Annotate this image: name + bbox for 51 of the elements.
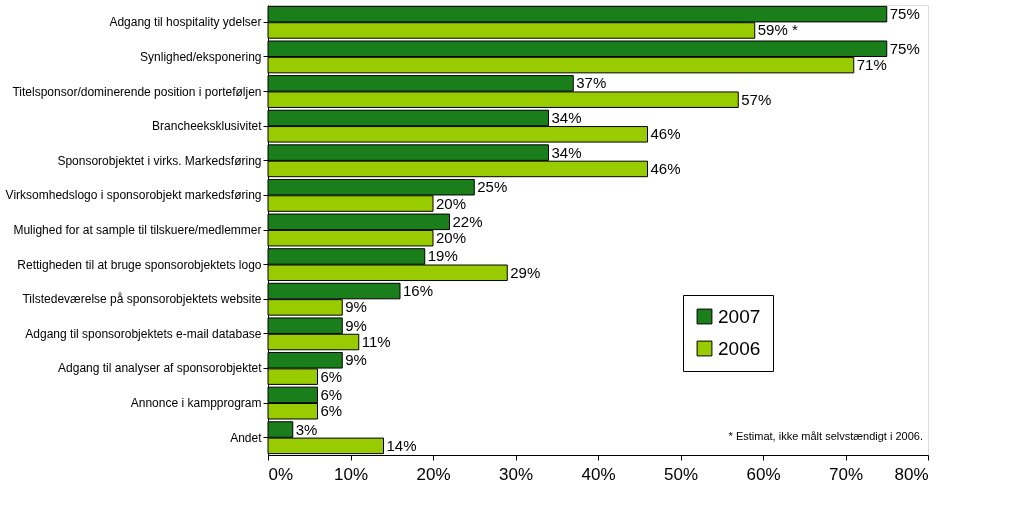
y-tick-label: Tilstedeværelse på sponsorobjektets website: [22, 292, 262, 307]
y-tick-label: Andet: [230, 430, 263, 445]
y-tick-label: Rettigheden til at bruge sponsorobjektets logo: [17, 257, 262, 272]
data-label: 37%: [576, 74, 607, 92]
data-label: 29%: [510, 263, 541, 281]
data-label: 9%: [345, 351, 367, 369]
legend-label: 2006: [718, 337, 761, 359]
y-tick-label: Adgang til hospitality ydelser: [109, 15, 262, 30]
data-label: 11%: [361, 333, 391, 351]
x-tick-label: 40%: [581, 464, 616, 484]
data-label: 46%: [650, 159, 681, 177]
data-label: 57%: [741, 90, 772, 108]
data-label: 34%: [551, 143, 582, 161]
y-tick-label: Brancheeksklusivitet: [152, 119, 263, 134]
data-label: 19%: [427, 247, 458, 265]
x-tick-label: 70%: [828, 464, 864, 484]
x-tick-label: 30%: [498, 464, 534, 484]
y-tick-label: Virksomhedslogo i sponsorobjekt markedsføring: [5, 188, 262, 203]
y-tick-label: Adgang til sponsorobjektets e-mail database: [25, 326, 262, 341]
x-tick-label: 0%: [268, 464, 294, 484]
data-label: 16%: [403, 282, 434, 300]
y-tick-label: Annonce i kampprogram: [130, 396, 262, 411]
data-label: 6%: [320, 402, 343, 420]
data-label: 6%: [320, 385, 343, 403]
data-label: 20%: [436, 194, 467, 212]
annotation: * Estimat, ikke målt selvstændigt i 2006.: [728, 430, 923, 442]
x-tick-label: 60%: [746, 464, 781, 484]
y-tick-label: Mulighed for at sample til tilskuere/medlemmer: [13, 223, 262, 237]
y-tick-label: Synlighed/eksponering: [140, 49, 262, 64]
data-label: 34%: [551, 108, 582, 126]
data-label: 71%: [856, 56, 887, 74]
x-tick-label: 10%: [333, 464, 369, 484]
data-label: 22%: [452, 212, 483, 230]
data-label: 6%: [320, 367, 343, 385]
data-label: 75%: [889, 5, 920, 23]
x-tick-label: 50%: [663, 464, 699, 484]
data-label: 9%: [345, 316, 367, 334]
y-tick-label: Adgang til analyser af sponsorobjektet: [58, 361, 263, 376]
data-label: 14%: [386, 436, 417, 454]
x-tick-label: 20%: [416, 464, 451, 484]
x-tick-label: 80%: [894, 464, 929, 484]
data-label: 3%: [295, 420, 318, 438]
data-label: 25%: [477, 178, 508, 196]
legend-label: 2007: [718, 305, 761, 327]
y-tick-label: Titelsponsor/dominerende position i porteføljen: [12, 84, 262, 99]
data-label: 75%: [889, 39, 920, 57]
data-label: 46%: [650, 125, 681, 143]
data-label: 59% *: [757, 21, 798, 39]
data-label: 9%: [345, 298, 367, 316]
data-label: 20%: [436, 229, 467, 247]
y-tick-label: Sponsorobjektet i virks. Markedsføring: [57, 153, 262, 168]
